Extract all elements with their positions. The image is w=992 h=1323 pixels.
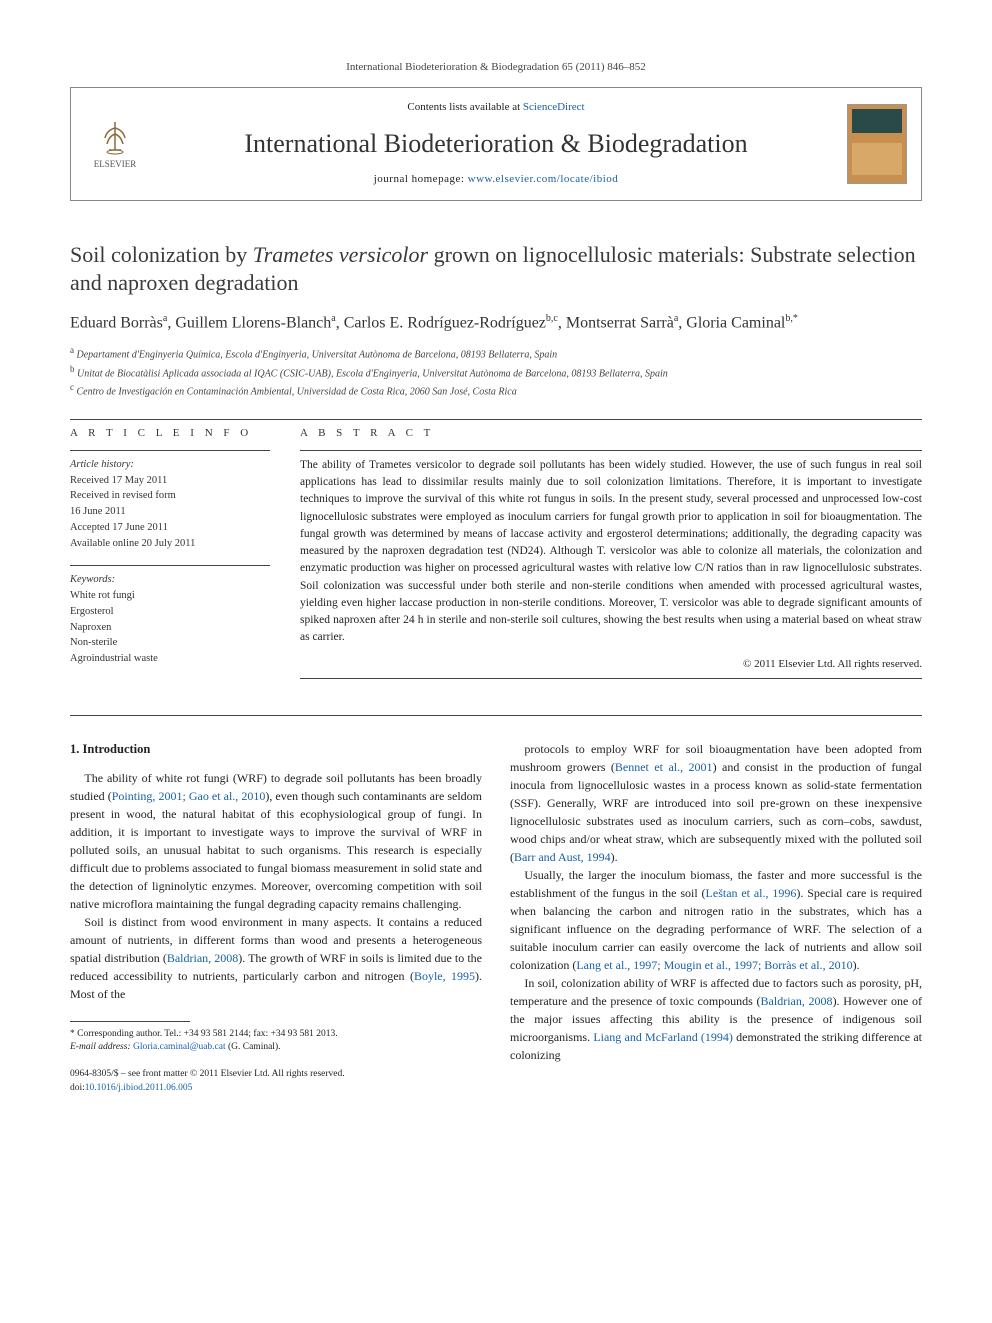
body-column-right: protocols to employ WRF for soil bioaugm… <box>510 740 922 1095</box>
journal-reference: International Biodeterioration & Biodegr… <box>70 60 922 75</box>
abstract-label: A B S T R A C T <box>300 426 922 441</box>
homepage-link[interactable]: www.elsevier.com/locate/ibiod <box>468 173 619 185</box>
journal-title: International Biodeterioration & Biodegr… <box>163 126 829 162</box>
affiliation-b: b Unitat de Biocatàlisi Aplicada associa… <box>70 363 922 381</box>
contents-available: Contents lists available at ScienceDirec… <box>163 100 829 115</box>
body-para: Usually, the larger the inoculum biomass… <box>510 866 922 974</box>
email-link[interactable]: Gloria.caminal@uab.cat <box>133 1042 226 1052</box>
copyright-bottom: 0964-8305/$ – see front matter © 2011 El… <box>70 1068 482 1095</box>
affiliations: a Departament d'Enginyeria Química, Esco… <box>70 344 922 399</box>
elsevier-logo: ELSEVIER <box>85 109 145 179</box>
journal-cover-thumbnail <box>847 104 907 184</box>
body-para: In soil, colonization ability of WRF is … <box>510 974 922 1064</box>
article-history: Article history: Received 17 May 2011 Re… <box>70 457 270 552</box>
elsevier-tree-icon <box>95 118 135 158</box>
authors: Eduard Borràsa, Guillem Llorens-Blancha,… <box>70 312 922 335</box>
introduction-heading: 1. Introduction <box>70 740 482 759</box>
sciencedirect-link[interactable]: ScienceDirect <box>523 101 585 113</box>
article-title: Soil colonization by Trametes versicolor… <box>70 241 922 298</box>
body-para: Soil is distinct from wood environment i… <box>70 913 482 1003</box>
body-para: The ability of white rot fungi (WRF) to … <box>70 769 482 913</box>
article-info-label: A R T I C L E I N F O <box>70 426 270 441</box>
affiliation-a: a Departament d'Enginyeria Química, Esco… <box>70 344 922 362</box>
publisher-name: ELSEVIER <box>94 158 137 171</box>
doi-link[interactable]: 10.1016/j.ibiod.2011.06.005 <box>85 1083 193 1093</box>
footnotes: * Corresponding author. Tel.: +34 93 581… <box>70 1028 482 1055</box>
affiliation-c: c Centro de Investigación en Contaminaci… <box>70 381 922 399</box>
body-para: protocols to employ WRF for soil bioaugm… <box>510 740 922 866</box>
body-column-left: 1. Introduction The ability of white rot… <box>70 740 482 1095</box>
keywords: Keywords: White rot fungi Ergosterol Nap… <box>70 572 270 667</box>
abstract-copyright: © 2011 Elsevier Ltd. All rights reserved… <box>300 657 922 672</box>
journal-header: ELSEVIER Contents lists available at Sci… <box>70 87 922 200</box>
abstract-text: The ability of Trametes versicolor to de… <box>300 457 922 647</box>
journal-homepage: journal homepage: www.elsevier.com/locat… <box>163 172 829 187</box>
corresponding-author: * Corresponding author. Tel.: +34 93 581… <box>70 1028 482 1041</box>
